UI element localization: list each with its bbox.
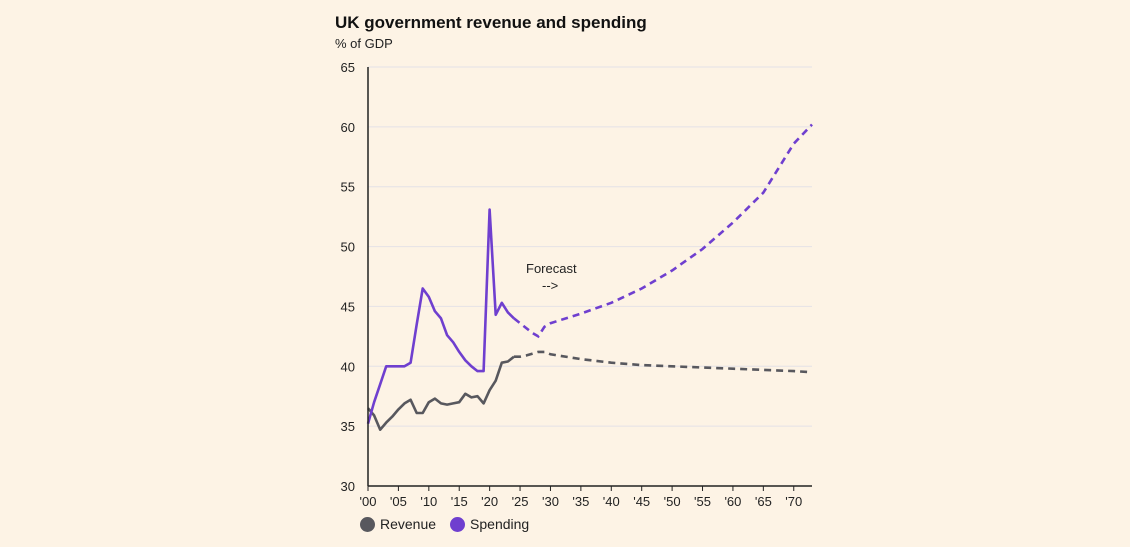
legend-swatch-revenue [360, 516, 375, 532]
spending-line-actual [366, 208, 515, 425]
legend-item-spending: Spending [450, 516, 529, 532]
y-tick-label: 50 [341, 240, 355, 255]
y-tick-label: 30 [341, 479, 355, 494]
x-tick-label: '25 [512, 494, 529, 509]
x-tick-label: '50 [664, 494, 681, 509]
y-tick-label: 65 [341, 60, 355, 75]
x-tick-label: '15 [451, 494, 468, 509]
revenue-line-actual [367, 355, 515, 432]
x-tick-label: '20 [481, 494, 498, 509]
spending-line-forecast [513, 123, 813, 339]
y-tick-label: 35 [341, 419, 355, 434]
revenue-line-forecast [514, 350, 813, 374]
legend-item-revenue: Revenue [360, 516, 436, 532]
x-tick-label: '60 [724, 494, 741, 509]
legend-label-spending: Spending [470, 516, 530, 532]
x-tick-label: '00 [360, 494, 377, 509]
y-tick-label: 40 [341, 359, 355, 374]
legend: Revenue Spending [360, 516, 529, 532]
x-tick-label: '70 [785, 494, 802, 509]
y-tick-label: 45 [341, 299, 355, 314]
chart-title: UK government revenue and spending [335, 13, 647, 32]
x-tick-label: '05 [390, 494, 407, 509]
x-tick-label: '55 [694, 494, 711, 509]
y-tick-label: 55 [341, 180, 355, 195]
x-tick-label: '65 [755, 494, 772, 509]
legend-label-revenue: Revenue [380, 516, 437, 532]
x-tick-label: '30 [542, 494, 559, 509]
legend-swatch-spending [450, 516, 466, 532]
chart-subtitle: % of GDP [335, 36, 393, 51]
forecast-annotation: Forecast [526, 261, 577, 276]
y-tick-label: 60 [341, 120, 355, 135]
x-tick-label: '10 [420, 494, 437, 509]
x-tick-label: '35 [572, 494, 589, 509]
x-tick-label: '40 [603, 494, 620, 509]
forecast-arrow-icon: --> [542, 278, 558, 293]
x-tick-label: '45 [633, 494, 650, 509]
